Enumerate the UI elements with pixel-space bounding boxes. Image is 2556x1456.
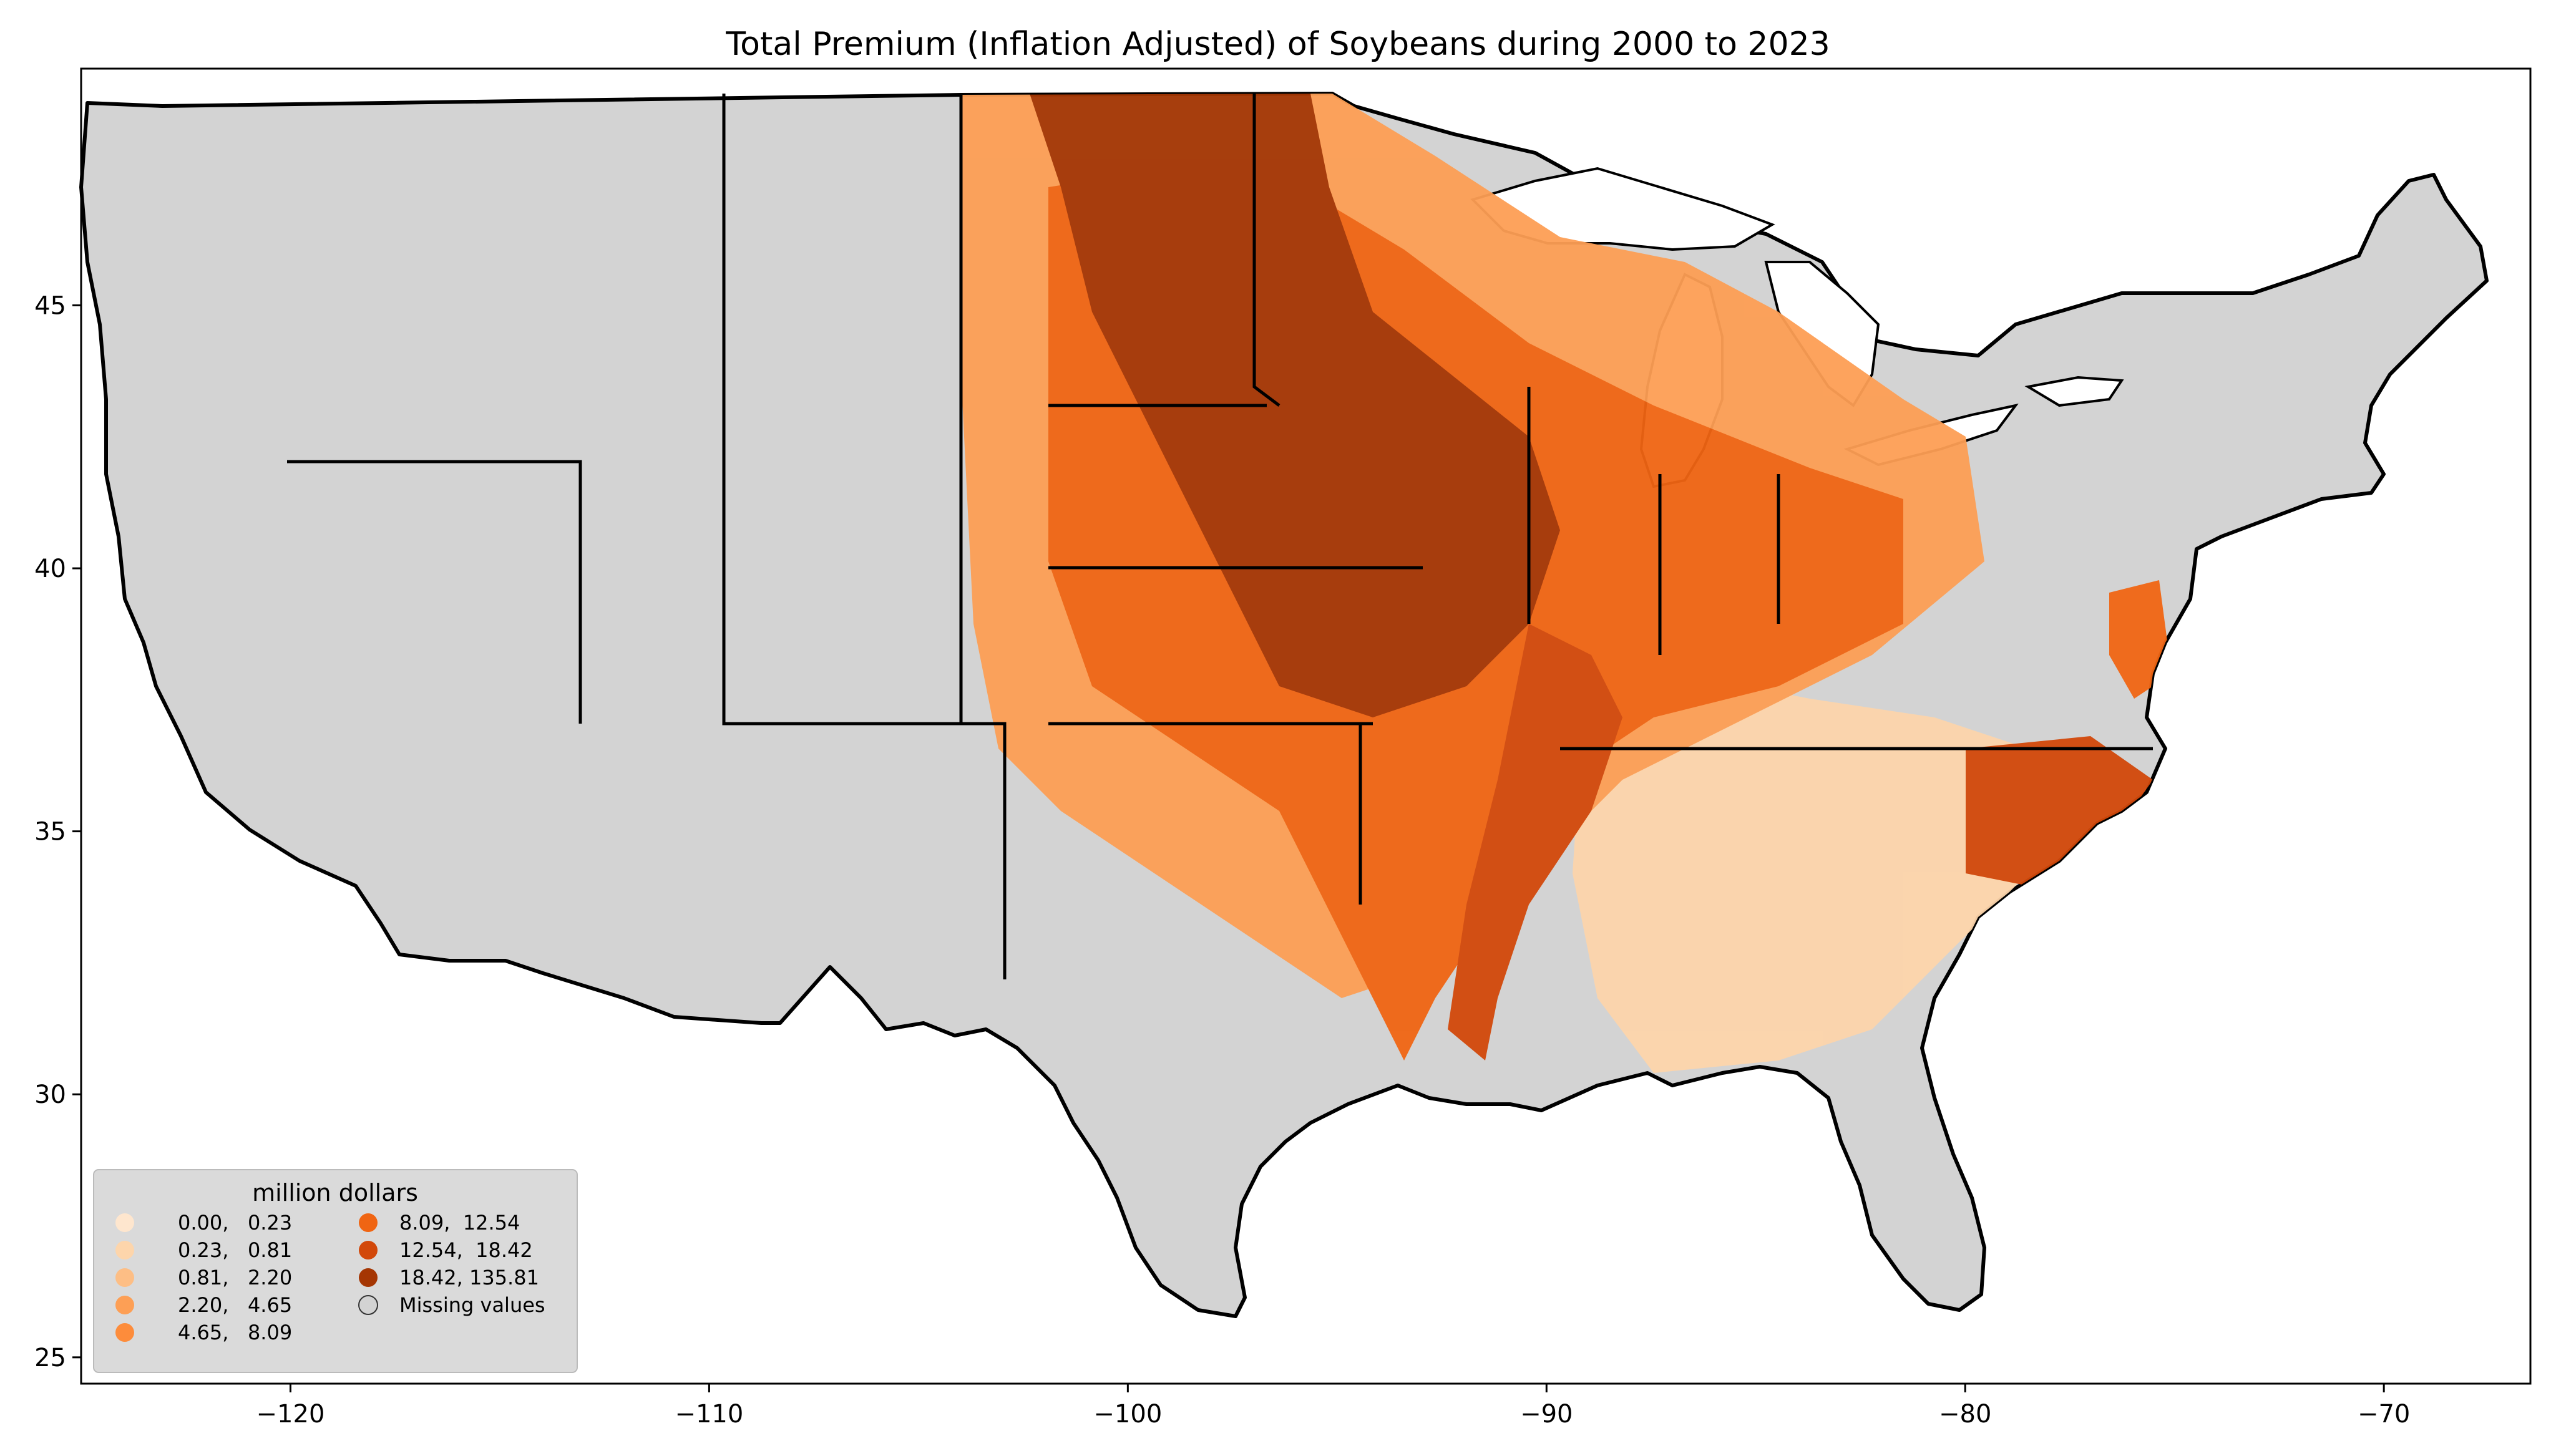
x-axis: −120 −110 −100 −90 −80 −70	[256, 1384, 2410, 1429]
class-high-carolinas	[1966, 736, 2153, 886]
legend-swatch	[115, 1213, 134, 1232]
state-borders	[287, 94, 2153, 979]
legend-items: 0.00, 0.23 0.23, 0.81 0.81, 2.20 2.20, 4.65…	[115, 1211, 545, 1344]
y-tick-label: 35	[34, 818, 66, 847]
legend: million dollars 0.00, 0.23 0.23, 0.81 0.81…	[93, 1169, 578, 1373]
y-tick-label: 40	[34, 555, 66, 583]
legend-label: 0.81, 2.20	[178, 1266, 292, 1289]
x-tick-label: −90	[1520, 1400, 1573, 1429]
legend-label: 8.09, 12.54	[399, 1211, 520, 1235]
legend-label: 0.00, 0.23	[178, 1211, 292, 1235]
y-tick-label: 25	[34, 1344, 66, 1372]
border-co-wy	[722, 94, 1005, 726]
legend-swatch	[115, 1323, 134, 1342]
x-tick-label: −80	[1939, 1400, 1991, 1429]
x-tick-label: −110	[675, 1400, 743, 1429]
legend-label: 18.42, 135.81	[399, 1266, 539, 1289]
x-tick-label: −100	[1093, 1400, 1162, 1429]
legend-label: Missing values	[399, 1293, 545, 1317]
class-top-mississippi	[1448, 624, 1622, 1060]
x-tick-label: −70	[2358, 1400, 2410, 1429]
chart-title: Total Premium (Inflation Adjusted) of So…	[725, 26, 1830, 63]
class-top-northern-plains	[1030, 94, 1560, 717]
legend-swatch	[115, 1241, 134, 1259]
lake-ontario	[2024, 376, 2124, 407]
border-mn-nd	[1252, 94, 1280, 407]
legend-swatch	[115, 1296, 134, 1314]
legend-label: 2.20, 4.65	[178, 1293, 292, 1317]
legend-title: million dollars	[252, 1179, 418, 1206]
class-low-east	[1573, 674, 2059, 1073]
x-tick-label: −120	[256, 1400, 325, 1429]
legend-swatch	[115, 1268, 134, 1287]
choropleth-fill	[961, 94, 2172, 1073]
legend-label: 0.23, 0.81	[178, 1238, 292, 1262]
border-nv-ut	[287, 460, 582, 724]
map-area	[79, 67, 2532, 1385]
legend-label: 4.65, 8.09	[178, 1321, 292, 1344]
legend-swatch	[359, 1213, 378, 1232]
legend-label: 12.54, 18.42	[399, 1238, 533, 1262]
y-tick-label: 30	[34, 1080, 66, 1109]
y-axis: 25 30 35 40 45	[34, 291, 81, 1372]
y-tick-label: 45	[34, 291, 66, 320]
legend-box	[93, 1169, 578, 1373]
legend-swatch	[359, 1268, 378, 1287]
legend-swatch	[358, 1295, 378, 1315]
legend-swatch	[359, 1241, 378, 1259]
